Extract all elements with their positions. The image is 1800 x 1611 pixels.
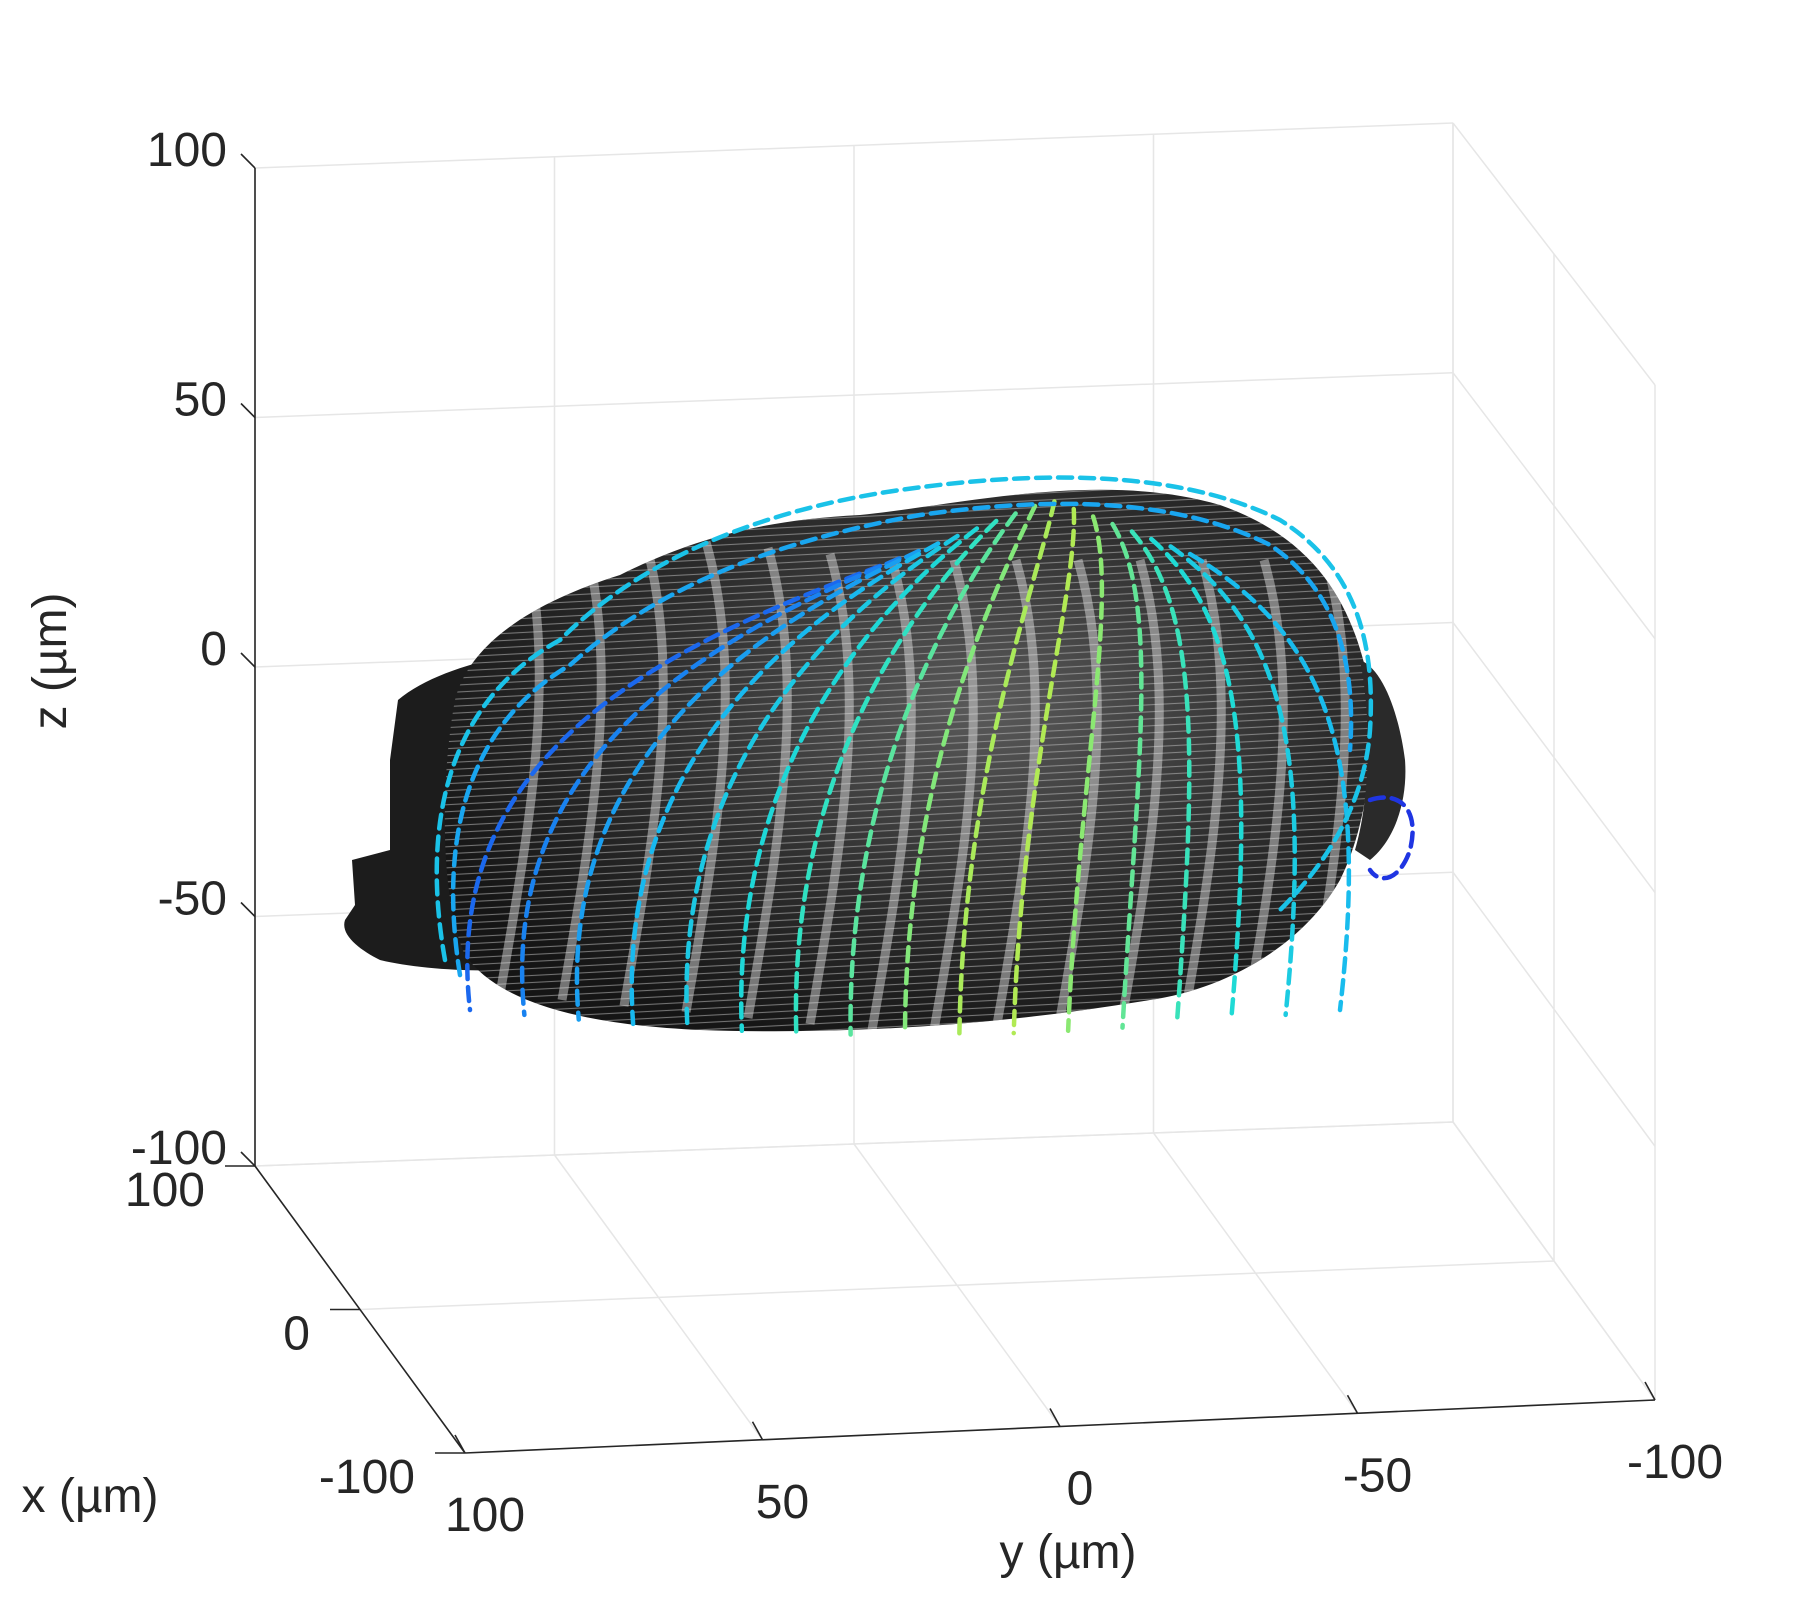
director-meridian (1149, 536, 1244, 1022)
y-tick-label: 50 (756, 1476, 809, 1529)
z-tick-label: 50 (174, 374, 227, 427)
director-meridian (793, 518, 999, 1036)
director-meridian (1168, 544, 1297, 1018)
director-rim (450, 501, 1354, 978)
specimen-right-bump (1355, 660, 1406, 860)
director-meridian (520, 556, 902, 1018)
surface-streak (1115, 558, 1164, 1031)
director-rim (434, 475, 1374, 963)
director-meridian (684, 533, 960, 1030)
z-tick (240, 153, 256, 169)
z-tick (240, 402, 256, 419)
y-tick-label: 100 (445, 1489, 525, 1542)
director-rim (1367, 795, 1415, 881)
director-meridian (738, 526, 980, 1034)
surface-streak (867, 558, 916, 1031)
z-tick-label: 100 (147, 124, 227, 177)
director-meridian (629, 541, 941, 1027)
x-tick-label: 0 (283, 1308, 310, 1361)
surface-streak (929, 558, 978, 1031)
grid-line-x-floor (254, 1121, 1454, 1167)
z-tick (240, 652, 256, 668)
y-tick-label: 0 (1067, 1463, 1094, 1516)
z-axis-label: z (µm) (24, 593, 77, 730)
z-tick-label: -50 (158, 873, 227, 926)
x-axis-label: x (µm) (22, 1470, 159, 1523)
x-tick-label: 100 (125, 1164, 205, 1217)
director-meridian (574, 548, 921, 1022)
director-meridian (1011, 506, 1077, 1036)
director-meridian (902, 503, 1038, 1038)
director-meridian (1110, 521, 1144, 1030)
z-tick-label: 0 (200, 623, 227, 676)
axis-lines (225, 153, 1656, 1454)
x-tick-label: -100 (319, 1451, 415, 1504)
director-meridian (957, 499, 1057, 1037)
z-tick (240, 901, 256, 918)
surface-streak (681, 540, 730, 1013)
director-meridian (848, 511, 1018, 1037)
director-dashes (434, 475, 1415, 1038)
grid-line-x-floor (359, 1260, 1555, 1311)
director-meridian (1065, 514, 1105, 1034)
z-tick (240, 1151, 256, 1167)
y-tick (1049, 1408, 1061, 1427)
surface-streak (1177, 558, 1226, 1031)
y-tick (1346, 1394, 1359, 1414)
y-axis-label: y (µm) (1000, 1526, 1137, 1579)
y-tick-label: -50 (1343, 1449, 1412, 1502)
surface-streak (1239, 558, 1288, 1031)
y-tick (454, 1434, 466, 1454)
surface-streak (991, 558, 1040, 1031)
specimen-volume (344, 489, 1406, 1032)
y-tick-label: -100 (1627, 1436, 1723, 1489)
director-meridian (1129, 529, 1192, 1027)
z-tick-label: -100 (131, 1122, 227, 1175)
surface-streak (805, 552, 854, 1025)
director-meridian (465, 563, 883, 1013)
y-tick (751, 1421, 764, 1441)
y-tick (1644, 1381, 1656, 1401)
